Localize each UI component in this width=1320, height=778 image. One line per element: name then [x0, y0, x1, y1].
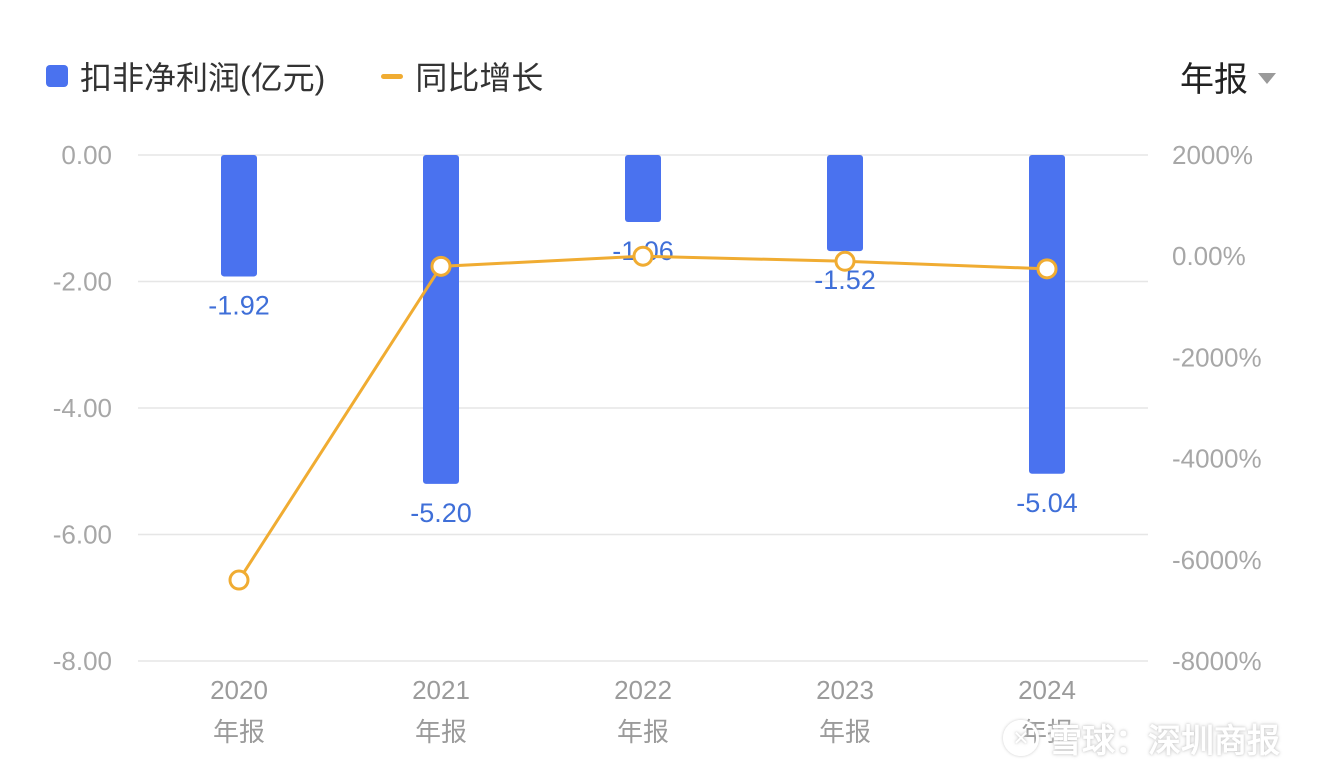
bar	[221, 155, 257, 277]
right-axis-tick-label: -4000%	[1172, 444, 1262, 474]
left-axis-tick-label: -2.00	[53, 267, 112, 297]
bar	[423, 155, 459, 484]
category-label-year: 2024	[1018, 675, 1076, 705]
growth-point	[834, 250, 856, 272]
growth-point	[228, 569, 250, 591]
category-label-year: 2022	[614, 675, 672, 705]
growth-point	[632, 245, 654, 267]
growth-point	[1036, 258, 1058, 280]
bar	[625, 155, 661, 223]
bar	[827, 155, 863, 252]
chevron-down-icon	[1258, 72, 1276, 84]
bar	[1029, 155, 1065, 474]
left-axis-tick-label: -4.00	[53, 393, 112, 423]
bar-series-swatch	[46, 65, 68, 87]
bar-data-label: -1.92	[208, 290, 270, 320]
category-label-year: 2020	[210, 675, 268, 705]
bar-data-label: -5.04	[1016, 488, 1078, 518]
legend-bar-label: 扣非净利润(亿元)	[80, 60, 326, 96]
right-axis-tick-label: 0.00%	[1172, 241, 1246, 271]
category-label-year: 2023	[816, 675, 874, 705]
left-axis-tick-label: -6.00	[53, 520, 112, 550]
legend-item-line-series[interactable]: 同比增长	[381, 53, 543, 99]
period-selector-value: 年报	[1180, 60, 1248, 99]
category-label-period: 年报	[819, 717, 871, 747]
growth-line	[237, 254, 1048, 581]
category-label-period: 年报	[617, 717, 669, 747]
watermark-text: 雪球：深圳商报	[1049, 722, 1280, 759]
left-axis-tick-label: -8.00	[53, 646, 112, 676]
watermark: ✕ 雪球：深圳商报	[1003, 716, 1280, 760]
legend: 扣非净利润(亿元) 同比增长	[46, 52, 543, 100]
category-label-period: 年报	[415, 717, 467, 747]
growth-point	[430, 255, 452, 277]
period-selector[interactable]: 年报	[1180, 52, 1276, 100]
bar-data-label: -5.20	[410, 498, 472, 528]
right-axis-tick-label: 2000%	[1172, 140, 1253, 170]
line-series-swatch	[381, 73, 404, 79]
left-axis-tick-label: 0.00	[61, 140, 112, 170]
snowball-logo-icon: ✕	[1003, 720, 1039, 756]
legend-item-bar-series[interactable]: 扣非净利润(亿元)	[46, 53, 325, 99]
category-label-year: 2021	[412, 675, 470, 705]
category-label-period: 年报	[213, 717, 265, 747]
right-axis-tick-label: -8000%	[1172, 646, 1262, 676]
right-axis-tick-label: -6000%	[1172, 545, 1262, 575]
legend-line-label: 同比增长	[415, 60, 544, 96]
right-axis-tick-label: -2000%	[1172, 342, 1262, 372]
